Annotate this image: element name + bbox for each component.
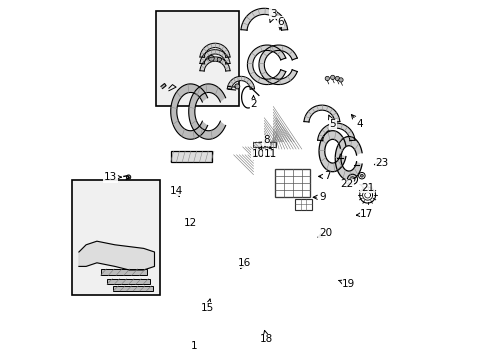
Text: 2: 2 <box>250 95 256 109</box>
Text: 3: 3 <box>269 9 276 22</box>
Text: 8: 8 <box>262 135 269 145</box>
Text: 15: 15 <box>201 299 214 313</box>
Text: 17: 17 <box>356 209 373 219</box>
Polygon shape <box>318 131 345 172</box>
Polygon shape <box>247 45 285 85</box>
Circle shape <box>126 175 130 179</box>
Circle shape <box>325 76 329 81</box>
Bar <box>294 199 311 210</box>
Polygon shape <box>200 57 229 71</box>
Circle shape <box>208 55 214 61</box>
Polygon shape <box>161 84 166 89</box>
Text: 11: 11 <box>263 147 277 159</box>
Text: 7: 7 <box>318 171 330 181</box>
Polygon shape <box>200 50 229 64</box>
Text: 6: 6 <box>277 17 283 30</box>
Text: 18: 18 <box>260 330 273 344</box>
Bar <box>72 180 160 295</box>
Bar <box>253 142 264 147</box>
Text: 10: 10 <box>251 146 264 159</box>
Polygon shape <box>241 8 287 30</box>
Text: 16: 16 <box>237 258 251 269</box>
Bar <box>253 149 273 155</box>
Circle shape <box>330 75 334 80</box>
Polygon shape <box>188 84 225 139</box>
Bar <box>101 269 147 275</box>
Text: 5: 5 <box>328 115 335 129</box>
Text: 19: 19 <box>338 279 355 289</box>
Text: 9: 9 <box>312 192 325 202</box>
Polygon shape <box>200 43 229 57</box>
Text: 21: 21 <box>360 183 373 193</box>
Bar <box>275 169 310 197</box>
Bar <box>264 142 275 147</box>
Polygon shape <box>227 76 254 89</box>
Text: 13: 13 <box>104 172 121 182</box>
Circle shape <box>335 76 339 81</box>
Polygon shape <box>317 123 354 141</box>
Polygon shape <box>170 84 207 139</box>
Polygon shape <box>335 136 362 180</box>
Text: 12: 12 <box>183 218 197 228</box>
Text: 22: 22 <box>340 179 353 189</box>
Text: 4: 4 <box>351 114 362 129</box>
Text: 14: 14 <box>169 186 183 197</box>
Text: 1: 1 <box>190 341 197 351</box>
Polygon shape <box>79 241 154 270</box>
Bar <box>107 279 150 284</box>
Polygon shape <box>259 45 297 85</box>
Bar <box>170 151 212 162</box>
Text: 23: 23 <box>374 158 388 168</box>
Circle shape <box>234 84 239 89</box>
Circle shape <box>338 78 343 82</box>
Circle shape <box>360 174 363 177</box>
Text: 20: 20 <box>317 228 331 238</box>
Circle shape <box>217 57 221 62</box>
Circle shape <box>349 177 354 182</box>
Bar <box>156 11 239 106</box>
Bar <box>113 286 153 291</box>
Polygon shape <box>304 105 339 122</box>
